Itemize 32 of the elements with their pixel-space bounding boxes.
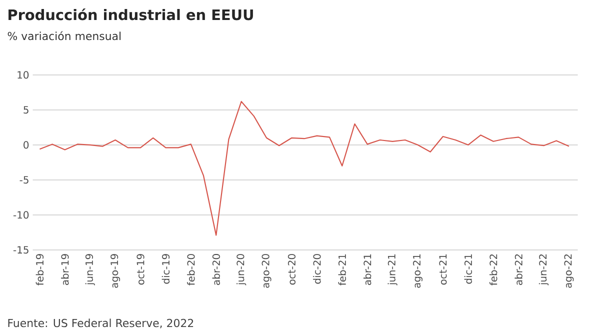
x-tick-label: feb-21 [338, 254, 346, 286]
x-tick-label: feb-20 [187, 254, 195, 286]
source-note: Fuente: US Federal Reserve, 2022 [8, 318, 194, 328]
x-tick-label: oct-21 [439, 254, 447, 285]
x-tick-label: ago-22 [564, 254, 574, 288]
y-tick-label: -15 [13, 246, 28, 254]
y-tick-label: 10 [18, 71, 29, 79]
x-tick-label: feb-19 [36, 254, 44, 286]
x-tick-label: oct-20 [288, 254, 296, 285]
x-tick-label: ago-21 [412, 254, 422, 288]
x-tick-label: ago-20 [262, 254, 272, 288]
line-series [39, 100, 570, 236]
x-tick-label: oct-19 [136, 254, 144, 285]
x-tick-label: dic-21 [464, 254, 472, 284]
x-tick-label: abr-19 [61, 254, 69, 285]
x-tick-label: ago-19 [110, 254, 120, 288]
y-tick-label: 0 [24, 141, 29, 149]
chart-subtitle: % variación mensual [8, 31, 121, 40]
x-tick-label: dic-20 [313, 254, 321, 284]
chart-title: Producción industrial en EEUU [8, 8, 253, 20]
x-tick-label: feb-22 [489, 254, 498, 286]
x-tick-label: abr-22 [514, 254, 522, 285]
x-tick-label: jun-19 [85, 254, 95, 286]
x-tick-label: abr-21 [363, 254, 372, 285]
x-tick-label: jun-22 [538, 254, 549, 286]
x-tick-label: jun-21 [388, 254, 398, 286]
x-tick-label: jun-20 [236, 254, 246, 286]
y-tick-label: -5 [20, 176, 28, 184]
y-tick-label: -10 [13, 211, 29, 219]
x-tick-label: dic-19 [162, 254, 170, 284]
x-tick-label: abr-20 [212, 254, 220, 285]
y-tick-label: 5 [24, 106, 28, 114]
